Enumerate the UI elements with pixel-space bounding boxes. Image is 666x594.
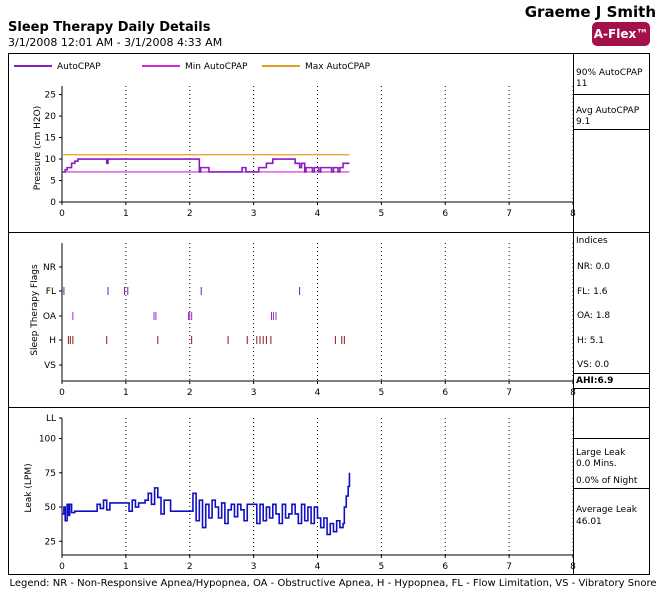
x-tick-label: 1 [123, 388, 129, 398]
index-vs-label: VS: [577, 360, 592, 370]
index-h-label: H: [577, 336, 587, 346]
x-tick-label: 8 [570, 209, 576, 219]
x-tick-label: 2 [187, 562, 193, 572]
x-tick-label: 1 [123, 562, 129, 572]
y-tick-label: 50 [45, 503, 57, 513]
x-tick-label: 7 [506, 562, 512, 572]
large-leak-label: Large Leak [576, 448, 626, 458]
x-tick-label: 0 [59, 209, 65, 219]
x-tick-label: 0 [59, 388, 65, 398]
y-tick-label: 75 [45, 469, 56, 479]
x-tick-label: 7 [506, 388, 512, 398]
x-tick-label: 5 [379, 562, 385, 572]
flag-category-h: H [49, 336, 56, 346]
index-nr-value: 0.0 [595, 262, 610, 272]
aflex-badge: A-Flex™ [592, 22, 650, 46]
y-tick-label: 10 [45, 155, 57, 165]
flag-category-vs: VS [44, 361, 56, 371]
large-leak-pct: 0.0% of Night [576, 476, 638, 486]
index-oa-value: 1.8 [595, 311, 611, 321]
x-tick-label: 3 [251, 209, 257, 219]
flag-category-fl: FL [46, 287, 56, 297]
y-tick-label: 0 [50, 198, 56, 208]
x-tick-label: 3 [251, 562, 257, 572]
index-oa: OA: 1.8 [577, 311, 610, 322]
large-leak-mins: 0.0 Mins. [576, 459, 617, 469]
pressure-axis-label: Pressure (cm H2O) [33, 106, 43, 190]
avg-autocpap-value: 9.1 [576, 117, 591, 127]
series-leak [62, 472, 351, 536]
x-tick-label: 6 [442, 209, 448, 219]
ahi-value: 6.9 [597, 376, 614, 386]
legend-min-autocpap: Min AutoCPAP [185, 62, 248, 72]
flags-axis-label: Sleep Therapy Flags [30, 264, 40, 356]
outer-border [8, 53, 650, 575]
p90-label: 90% AutoCPAP [576, 68, 643, 78]
leak-axis-label: Leak (LPM) [24, 463, 34, 512]
x-tick-label: 2 [187, 209, 193, 219]
y-tick-label: 25 [45, 91, 56, 101]
index-h: H: 5.1 [577, 336, 604, 347]
average-leak-value: 46.01 [576, 517, 602, 527]
x-tick-label: 6 [442, 388, 448, 398]
page-title: Sleep Therapy Daily Details [8, 20, 211, 35]
x-tick-label: 4 [315, 388, 321, 398]
legend-max-autocpap: Max AutoCPAP [305, 62, 371, 72]
index-fl: FL: 1.6 [577, 287, 607, 298]
y-tick-label: 5 [50, 177, 56, 187]
x-tick-label: 3 [251, 388, 257, 398]
flag-category-nr: NR [43, 263, 56, 273]
date-range: 3/1/2008 12:01 AM - 3/1/2008 4:33 AM [8, 36, 223, 49]
average-leak-label: Average Leak [576, 505, 637, 515]
legend-autocpap: AutoCPAP [57, 62, 101, 72]
index-nr-label: NR: [577, 262, 593, 272]
x-tick-label: 7 [506, 209, 512, 219]
user-name: Graeme J Smith [524, 3, 656, 21]
x-tick-label: 6 [442, 562, 448, 572]
avg-autocpap-label: Avg AutoCPAP [576, 106, 640, 116]
x-tick-label: 2 [187, 388, 193, 398]
x-tick-label: 8 [570, 388, 576, 398]
flag-category-oa: OA [43, 312, 57, 322]
x-tick-label: 8 [570, 562, 576, 572]
y-tick-label: 100 [39, 435, 56, 445]
ahi: AHI:6.9 [576, 376, 613, 387]
x-tick-label: 1 [123, 209, 129, 219]
y-tick-label: 20 [45, 112, 57, 122]
y-tick-label: 15 [45, 134, 56, 144]
y-tick-label: LL [46, 414, 56, 424]
ahi-label: AHI: [576, 376, 598, 386]
series-autocpap [62, 158, 350, 173]
index-h-value: 5.1 [589, 336, 605, 346]
x-tick-label: 4 [315, 562, 321, 572]
x-tick-label: 5 [379, 388, 385, 398]
y-tick-label: 25 [45, 537, 56, 547]
index-oa-label: OA: [577, 311, 593, 321]
x-tick-label: 4 [315, 209, 321, 219]
index-nr: NR: 0.0 [577, 262, 610, 273]
x-tick-label: 5 [379, 209, 385, 219]
index-fl-value: 1.6 [593, 287, 608, 297]
x-tick-label: 0 [59, 562, 65, 572]
indices-title: Indices [576, 236, 608, 246]
index-vs: VS: 0.0 [577, 360, 609, 371]
index-fl-label: FL: [577, 287, 591, 297]
p90-value: 11 [576, 79, 588, 89]
legend-footer: Legend: NR - Non-Responsive Apnea/Hypopn… [9, 578, 657, 589]
index-vs-value: 0.0 [594, 360, 610, 370]
